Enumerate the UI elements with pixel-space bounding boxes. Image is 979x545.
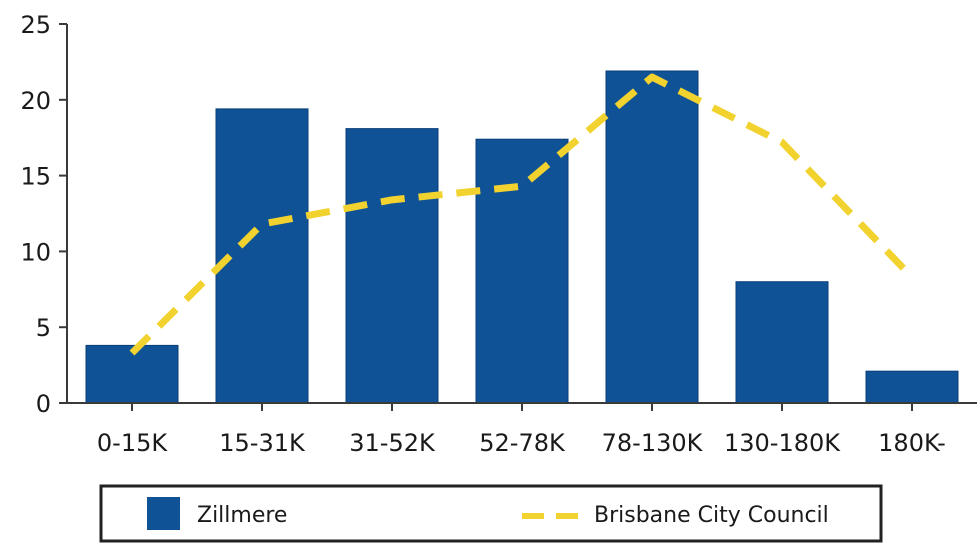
bars-layer xyxy=(85,70,959,404)
legend-label-brisbane: Brisbane City Council xyxy=(594,503,829,528)
bar-52-78K xyxy=(475,138,569,404)
x-ticks: 0-15K 15-31K 31-52K 52-78K 78-130K 130-180K 18… xyxy=(97,403,946,457)
y-ticks: 0 5 10 15 20 25 xyxy=(20,11,67,418)
y-tick-label: 5 xyxy=(36,314,51,342)
legend-box xyxy=(99,484,883,543)
bar-31-52K xyxy=(345,128,439,404)
x-tick-label: 130-180K xyxy=(724,429,841,457)
x-tick-label: 31-52K xyxy=(349,429,436,457)
legend-swatch-zillmere xyxy=(147,497,180,530)
x-tick-label: 52-78K xyxy=(479,429,566,457)
bar-0-15K xyxy=(85,344,179,404)
y-tick-label: 0 xyxy=(36,390,51,418)
bar-180K- xyxy=(865,370,959,404)
line-layer xyxy=(129,73,915,356)
legend-label-zillmere: Zillmere xyxy=(197,503,287,528)
legend: Zillmere Brisbane City Council xyxy=(99,484,883,543)
y-tick-label: 20 xyxy=(20,87,51,115)
y-tick-label: 25 xyxy=(20,11,51,39)
x-tick-label: 0-15K xyxy=(97,429,168,457)
bar-78-130K xyxy=(605,70,699,404)
x-tick-label: 78-130K xyxy=(602,429,704,457)
bar-15-31K xyxy=(215,108,309,404)
x-tick-label: 15-31K xyxy=(219,429,306,457)
y-tick-label: 10 xyxy=(20,238,51,266)
y-tick-label: 15 xyxy=(20,163,51,191)
x-tick-label: 180K- xyxy=(878,429,946,457)
bar-130-180K xyxy=(735,281,829,404)
